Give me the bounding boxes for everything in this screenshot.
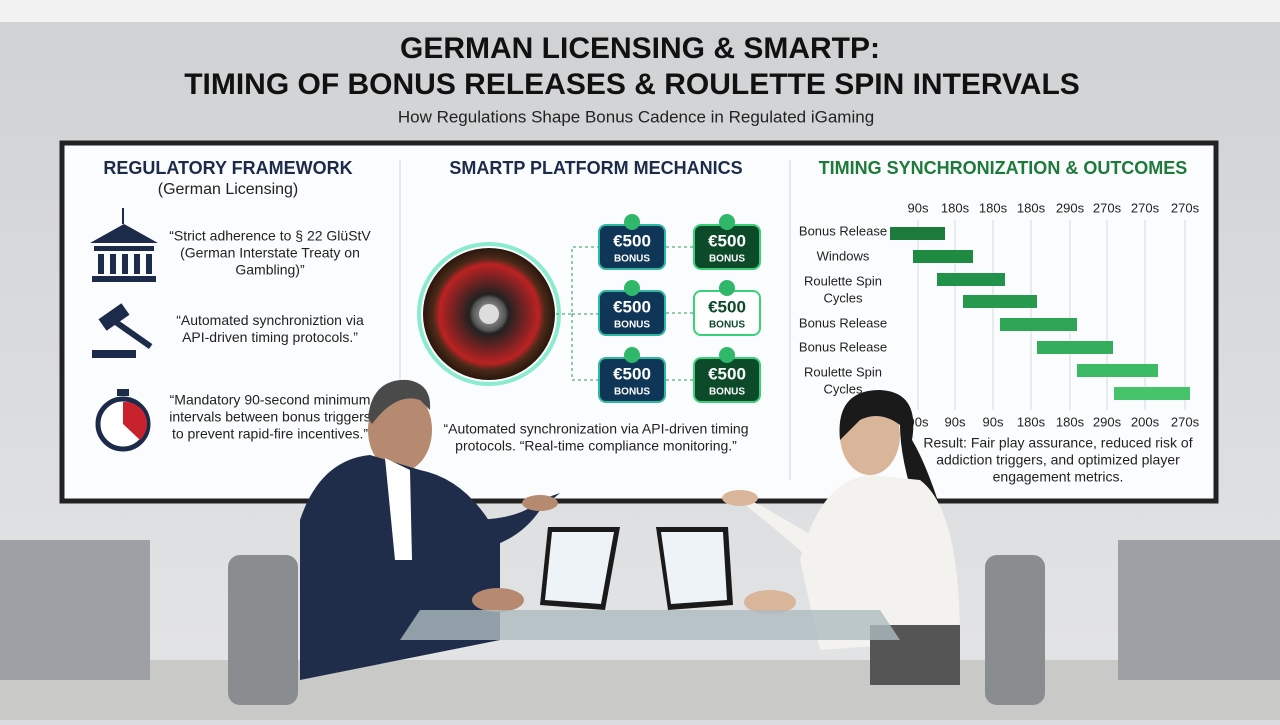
subtitle: How Regulations Shape Bonus Cadence in R… bbox=[398, 107, 874, 126]
panel-subtitle: (German Licensing) bbox=[158, 181, 299, 198]
item-text: Gambling)” bbox=[235, 262, 305, 278]
caption: “Automated synchronization via API-drive… bbox=[443, 421, 748, 437]
bottom-tick: 200s bbox=[1131, 414, 1160, 429]
timer-icon bbox=[95, 389, 151, 452]
check-badge bbox=[719, 347, 735, 363]
bonus-amount: €500 bbox=[708, 297, 746, 316]
floor bbox=[0, 660, 1280, 720]
check-badge bbox=[624, 214, 640, 230]
item-text: “Automated synchroniztion via bbox=[176, 312, 364, 328]
connector bbox=[556, 246, 693, 381]
bonus-amount: €500 bbox=[613, 231, 651, 250]
timeline-bar bbox=[913, 250, 973, 263]
bonus-label: BONUS bbox=[614, 320, 650, 331]
panel-title: REGULATORY FRAMEWORK bbox=[103, 158, 352, 178]
row-label: Windows bbox=[817, 248, 870, 263]
timeline-bar bbox=[937, 273, 1005, 286]
bonus-amount: €500 bbox=[708, 364, 746, 383]
bonus-label: BONUS bbox=[614, 387, 650, 398]
bonus-label: BONUS bbox=[709, 320, 745, 331]
bonus-amount: €500 bbox=[613, 297, 651, 316]
check-badge bbox=[624, 347, 640, 363]
top-tick: 290s bbox=[1056, 200, 1085, 215]
item-text: to prevent rapid-fire incentives.” bbox=[172, 426, 368, 442]
bank-icon bbox=[90, 208, 158, 282]
row-label: Cycles bbox=[823, 381, 863, 396]
result-text: addiction triggers, and optimized player bbox=[936, 452, 1180, 468]
top-tick: 270s bbox=[1093, 200, 1122, 215]
top-tick: 270s bbox=[1171, 200, 1200, 215]
check-badge bbox=[719, 280, 735, 296]
item-text: intervals between bonus triggers bbox=[169, 409, 371, 425]
item-text: “Strict adherence to § 22 GlüStV bbox=[169, 228, 371, 244]
timeline-bar bbox=[963, 295, 1037, 308]
cabinets bbox=[0, 540, 1280, 680]
top-tick: 90s bbox=[908, 200, 929, 215]
timeline-bar bbox=[1077, 364, 1158, 377]
bonus-amount: €500 bbox=[613, 364, 651, 383]
top-tick: 180s bbox=[1017, 200, 1046, 215]
top-tick: 270s bbox=[1131, 200, 1160, 215]
check-badge bbox=[719, 214, 735, 230]
woman bbox=[722, 390, 960, 685]
caption: protocols. “Real-time compliance monitor… bbox=[455, 438, 737, 454]
bottom-tick: 90s bbox=[983, 414, 1004, 429]
timeline-bar bbox=[1000, 318, 1077, 331]
row-label: Roulette Spin bbox=[804, 273, 882, 288]
bonus-label: BONUS bbox=[709, 254, 745, 265]
row-label: Bonus Release bbox=[799, 223, 887, 238]
check-badge bbox=[624, 280, 640, 296]
laptops bbox=[540, 527, 733, 610]
row-label: Bonus Release bbox=[799, 315, 887, 330]
timeline-bar bbox=[1114, 387, 1190, 400]
bonus-label: BONUS bbox=[614, 254, 650, 265]
bottom-tick: 180s bbox=[1056, 414, 1085, 429]
wheel-hub bbox=[479, 304, 499, 324]
ceiling bbox=[0, 0, 1280, 22]
top-tick: 180s bbox=[979, 200, 1008, 215]
gavel-icon bbox=[92, 303, 153, 358]
top-tick: 180s bbox=[941, 200, 970, 215]
result-text: engagement metrics. bbox=[993, 469, 1124, 485]
bottom-tick: 90s bbox=[945, 414, 966, 429]
title: TIMING OF BONUS RELEASES & ROULETTE SPIN… bbox=[184, 68, 1080, 101]
table bbox=[400, 610, 900, 640]
timeline-bar bbox=[1037, 341, 1113, 354]
panel-title: SMARTP PLATFORM MECHANICS bbox=[449, 158, 742, 178]
item-text: (German Interstate Treaty on bbox=[180, 245, 360, 261]
bottom-tick: 270s bbox=[1171, 414, 1200, 429]
result-text: Result: Fair play assurance, reduced ris… bbox=[923, 435, 1192, 451]
item-text: API-driven timing protocols.” bbox=[182, 329, 358, 345]
row-label: Cycles bbox=[823, 290, 863, 305]
bottom-tick: 290s bbox=[1093, 414, 1122, 429]
row-label: Roulette Spin bbox=[804, 364, 882, 379]
bonus-label: BONUS bbox=[709, 387, 745, 398]
chairs bbox=[228, 555, 1045, 705]
title: GERMAN LICENSING & SMARTP: bbox=[400, 32, 880, 65]
panel-title: TIMING SYNCHRONIZATION & OUTCOMES bbox=[819, 158, 1188, 178]
bottom-tick: 180s bbox=[1017, 414, 1046, 429]
bonus-amount: €500 bbox=[708, 231, 746, 250]
item-text: “Mandatory 90-second minimum bbox=[170, 392, 371, 408]
row-label: Bonus Release bbox=[799, 339, 887, 354]
timeline-bar bbox=[890, 227, 945, 240]
